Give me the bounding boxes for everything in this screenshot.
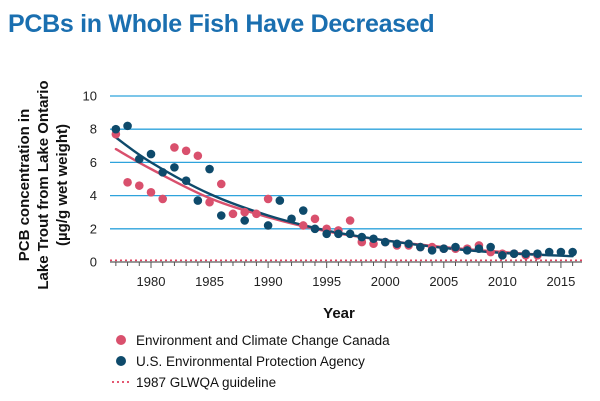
trendline-3	[114, 136, 574, 258]
data-points	[111, 121, 577, 260]
point-epa-2016	[568, 247, 577, 257]
point-eccc-1987	[228, 209, 238, 219]
y-axis-label-line-3: (µg/g wet weight)	[54, 124, 71, 246]
trendline-2	[114, 147, 539, 256]
x-tick-label-1985: 1985	[195, 274, 224, 289]
point-epa-1995	[322, 229, 331, 239]
point-epa-1984	[193, 196, 203, 205]
legend-marker-0	[116, 335, 126, 345]
legend-label-0: Environment and Climate Change Canada	[136, 333, 390, 348]
point-eccc-1984	[193, 151, 203, 161]
x-tick-label-2005: 2005	[429, 274, 458, 289]
y-tick-label-10: 10	[83, 89, 97, 104]
chart-title: PCBs in Whole Fish Have Decreased	[8, 10, 435, 38]
point-epa-2014	[544, 247, 554, 257]
x-tick-label-1990: 1990	[254, 274, 283, 289]
gridlines	[110, 95, 582, 230]
point-eccc-1985	[205, 197, 214, 207]
point-epa-2012	[521, 249, 531, 258]
y-axis-label-line-2: Lake Trout from Lake Ontario	[35, 80, 52, 289]
point-epa-1993	[298, 206, 308, 215]
y-axis-label: PCB concentration in Lake Trout from Lak…	[16, 80, 71, 289]
point-eccc-1983	[181, 146, 191, 156]
point-epa-2001	[392, 239, 402, 249]
point-epa-2003	[416, 242, 425, 252]
legend-label-1: U.S. Environmental Protection Agency	[136, 354, 365, 369]
point-epa-1980	[146, 149, 156, 159]
y-tick-label-0: 0	[90, 255, 97, 270]
point-eccc-1981	[158, 194, 168, 204]
trendlines	[114, 136, 574, 258]
point-eccc-1982	[170, 143, 179, 152]
y-tick-label-4: 4	[90, 188, 97, 203]
point-eccc-1990	[263, 194, 273, 204]
y-axis-label-line-1: PCB concentration in	[16, 109, 33, 262]
point-epa-1983	[181, 176, 191, 185]
point-eccc-1989	[252, 209, 261, 219]
y-tick-label-8: 8	[90, 122, 97, 137]
point-eccc-1979	[134, 181, 144, 190]
point-epa-2009	[486, 242, 495, 252]
point-epa-1997	[345, 229, 355, 239]
point-epa-2008	[474, 244, 484, 254]
point-epa-1999	[369, 234, 378, 244]
legend-marker-1	[116, 356, 126, 366]
point-epa-1985	[205, 164, 214, 174]
point-epa-2011	[509, 249, 519, 258]
legend: Environment and Climate Change Canada U.S…	[112, 333, 390, 390]
point-epa-1990	[263, 221, 273, 230]
x-tick-label-1995: 1995	[312, 274, 341, 289]
y-tick-label-2: 2	[90, 221, 97, 236]
point-eccc-1986	[216, 179, 226, 189]
point-epa-2015	[556, 247, 566, 257]
point-epa-1978	[123, 121, 132, 131]
x-tick-label-2010: 2010	[488, 274, 517, 289]
y-tick-label-6: 6	[90, 155, 97, 170]
point-epa-2010	[498, 251, 507, 260]
point-eccc-1993	[298, 221, 308, 230]
point-epa-1998	[357, 232, 367, 242]
x-tick-label-2015: 2015	[546, 274, 575, 289]
point-eccc-1978	[123, 178, 132, 187]
point-epa-1981	[158, 168, 168, 177]
axes: 0 2 4 6 8 10 1980 1985 1990 1995 2000 2005 2010 2015	[83, 89, 582, 289]
legend-label-2: 1987 GLWQA guideline	[136, 375, 276, 390]
point-eccc-1980	[146, 187, 156, 197]
point-epa-1986	[216, 211, 226, 220]
point-epa-2005	[439, 244, 449, 254]
point-epa-1979	[134, 154, 144, 164]
point-epa-1991	[275, 196, 285, 205]
point-epa-2000	[380, 237, 390, 247]
x-tick-label-1980: 1980	[137, 274, 166, 289]
point-eccc-1994	[310, 214, 320, 224]
point-eccc-1988	[240, 207, 249, 217]
point-epa-2002	[404, 239, 413, 249]
point-epa-2013	[533, 249, 542, 258]
point-epa-1982	[170, 163, 179, 172]
point-eccc-1997	[345, 216, 355, 225]
point-epa-1977	[111, 124, 121, 134]
point-epa-1992	[287, 214, 296, 224]
x-tick-label-2000: 2000	[371, 274, 400, 289]
point-epa-1988	[240, 216, 249, 225]
point-epa-1996	[334, 229, 343, 239]
point-epa-2006	[451, 242, 460, 252]
point-epa-2007	[462, 246, 472, 255]
x-axis-label: Year	[323, 305, 355, 322]
point-epa-2004	[427, 246, 437, 255]
point-epa-1994	[310, 224, 320, 234]
